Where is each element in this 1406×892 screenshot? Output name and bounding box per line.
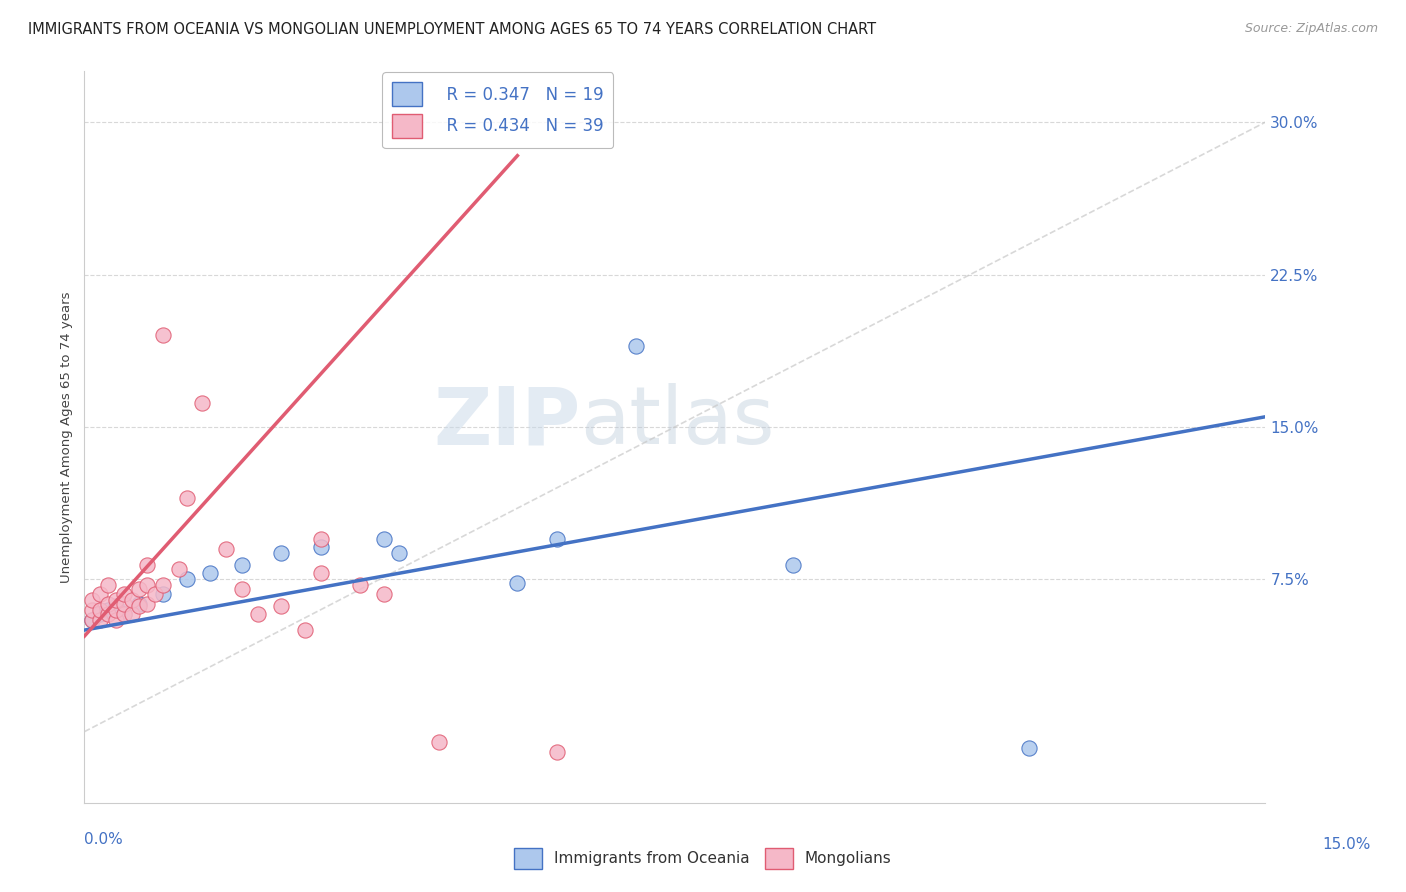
Point (82, 613, 104, 627)
Point (112, 607, 135, 621)
Point (104, 592, 127, 607)
Point (128, 599, 150, 613)
Point (112, 586, 135, 600)
Point (136, 597, 159, 611)
Point (82, 592, 104, 607)
Text: 0.0%: 0.0% (84, 832, 124, 847)
Point (1018, 740, 1040, 755)
Point (782, 558, 804, 573)
Point (309, 540, 332, 554)
Legend: Immigrants from Oceania, Mongolians: Immigrants from Oceania, Mongolians (509, 841, 897, 875)
Point (373, 586, 395, 600)
Point (294, 623, 316, 637)
Point (506, 576, 529, 591)
Point (97, 603, 120, 617)
Point (309, 532, 332, 546)
Point (89, 586, 111, 600)
Text: ZIP: ZIP (433, 384, 581, 461)
Text: IMMIGRANTS FROM OCEANIA VS MONGOLIAN UNEMPLOYMENT AMONG AGES 65 TO 74 YEARS CORR: IMMIGRANTS FROM OCEANIA VS MONGOLIAN UNE… (28, 22, 876, 37)
Point (121, 607, 143, 621)
Point (89, 603, 111, 617)
Point (143, 586, 166, 600)
Point (82, 613, 104, 627)
Point (128, 582, 150, 597)
Text: Source: ZipAtlas.com: Source: ZipAtlas.com (1244, 22, 1378, 36)
Point (270, 546, 292, 560)
Point (152, 328, 174, 343)
Point (152, 578, 174, 592)
Point (546, 532, 568, 546)
Point (97, 578, 120, 592)
Point (373, 532, 395, 546)
Point (270, 599, 292, 613)
Point (104, 599, 127, 613)
Point (309, 566, 332, 581)
Point (546, 745, 568, 759)
Point (246, 607, 269, 621)
Point (231, 582, 253, 597)
Point (191, 395, 214, 409)
Point (136, 578, 159, 592)
Point (176, 491, 198, 505)
Point (89, 613, 111, 627)
Point (112, 607, 135, 621)
Point (152, 586, 174, 600)
Point (104, 613, 127, 627)
Point (167, 562, 190, 576)
Point (215, 541, 238, 556)
Legend:   R = 0.347   N = 19,   R = 0.434   N = 39: R = 0.347 N = 19, R = 0.434 N = 39 (382, 72, 613, 148)
Y-axis label: Unemployment Among Ages 65 to 74 years: Unemployment Among Ages 65 to 74 years (60, 292, 73, 582)
Point (624, 338, 647, 352)
Point (104, 603, 127, 617)
Point (231, 558, 253, 573)
Point (128, 597, 150, 611)
Text: atlas: atlas (581, 384, 775, 461)
Point (349, 578, 371, 592)
Point (82, 603, 104, 617)
Point (121, 592, 143, 607)
Point (176, 572, 198, 586)
Text: 15.0%: 15.0% (1323, 837, 1371, 852)
Point (200, 566, 222, 581)
Point (112, 597, 135, 611)
Point (136, 558, 159, 573)
Point (427, 735, 450, 749)
Point (97, 607, 120, 621)
Point (89, 607, 111, 621)
Point (388, 546, 411, 560)
Point (97, 597, 120, 611)
